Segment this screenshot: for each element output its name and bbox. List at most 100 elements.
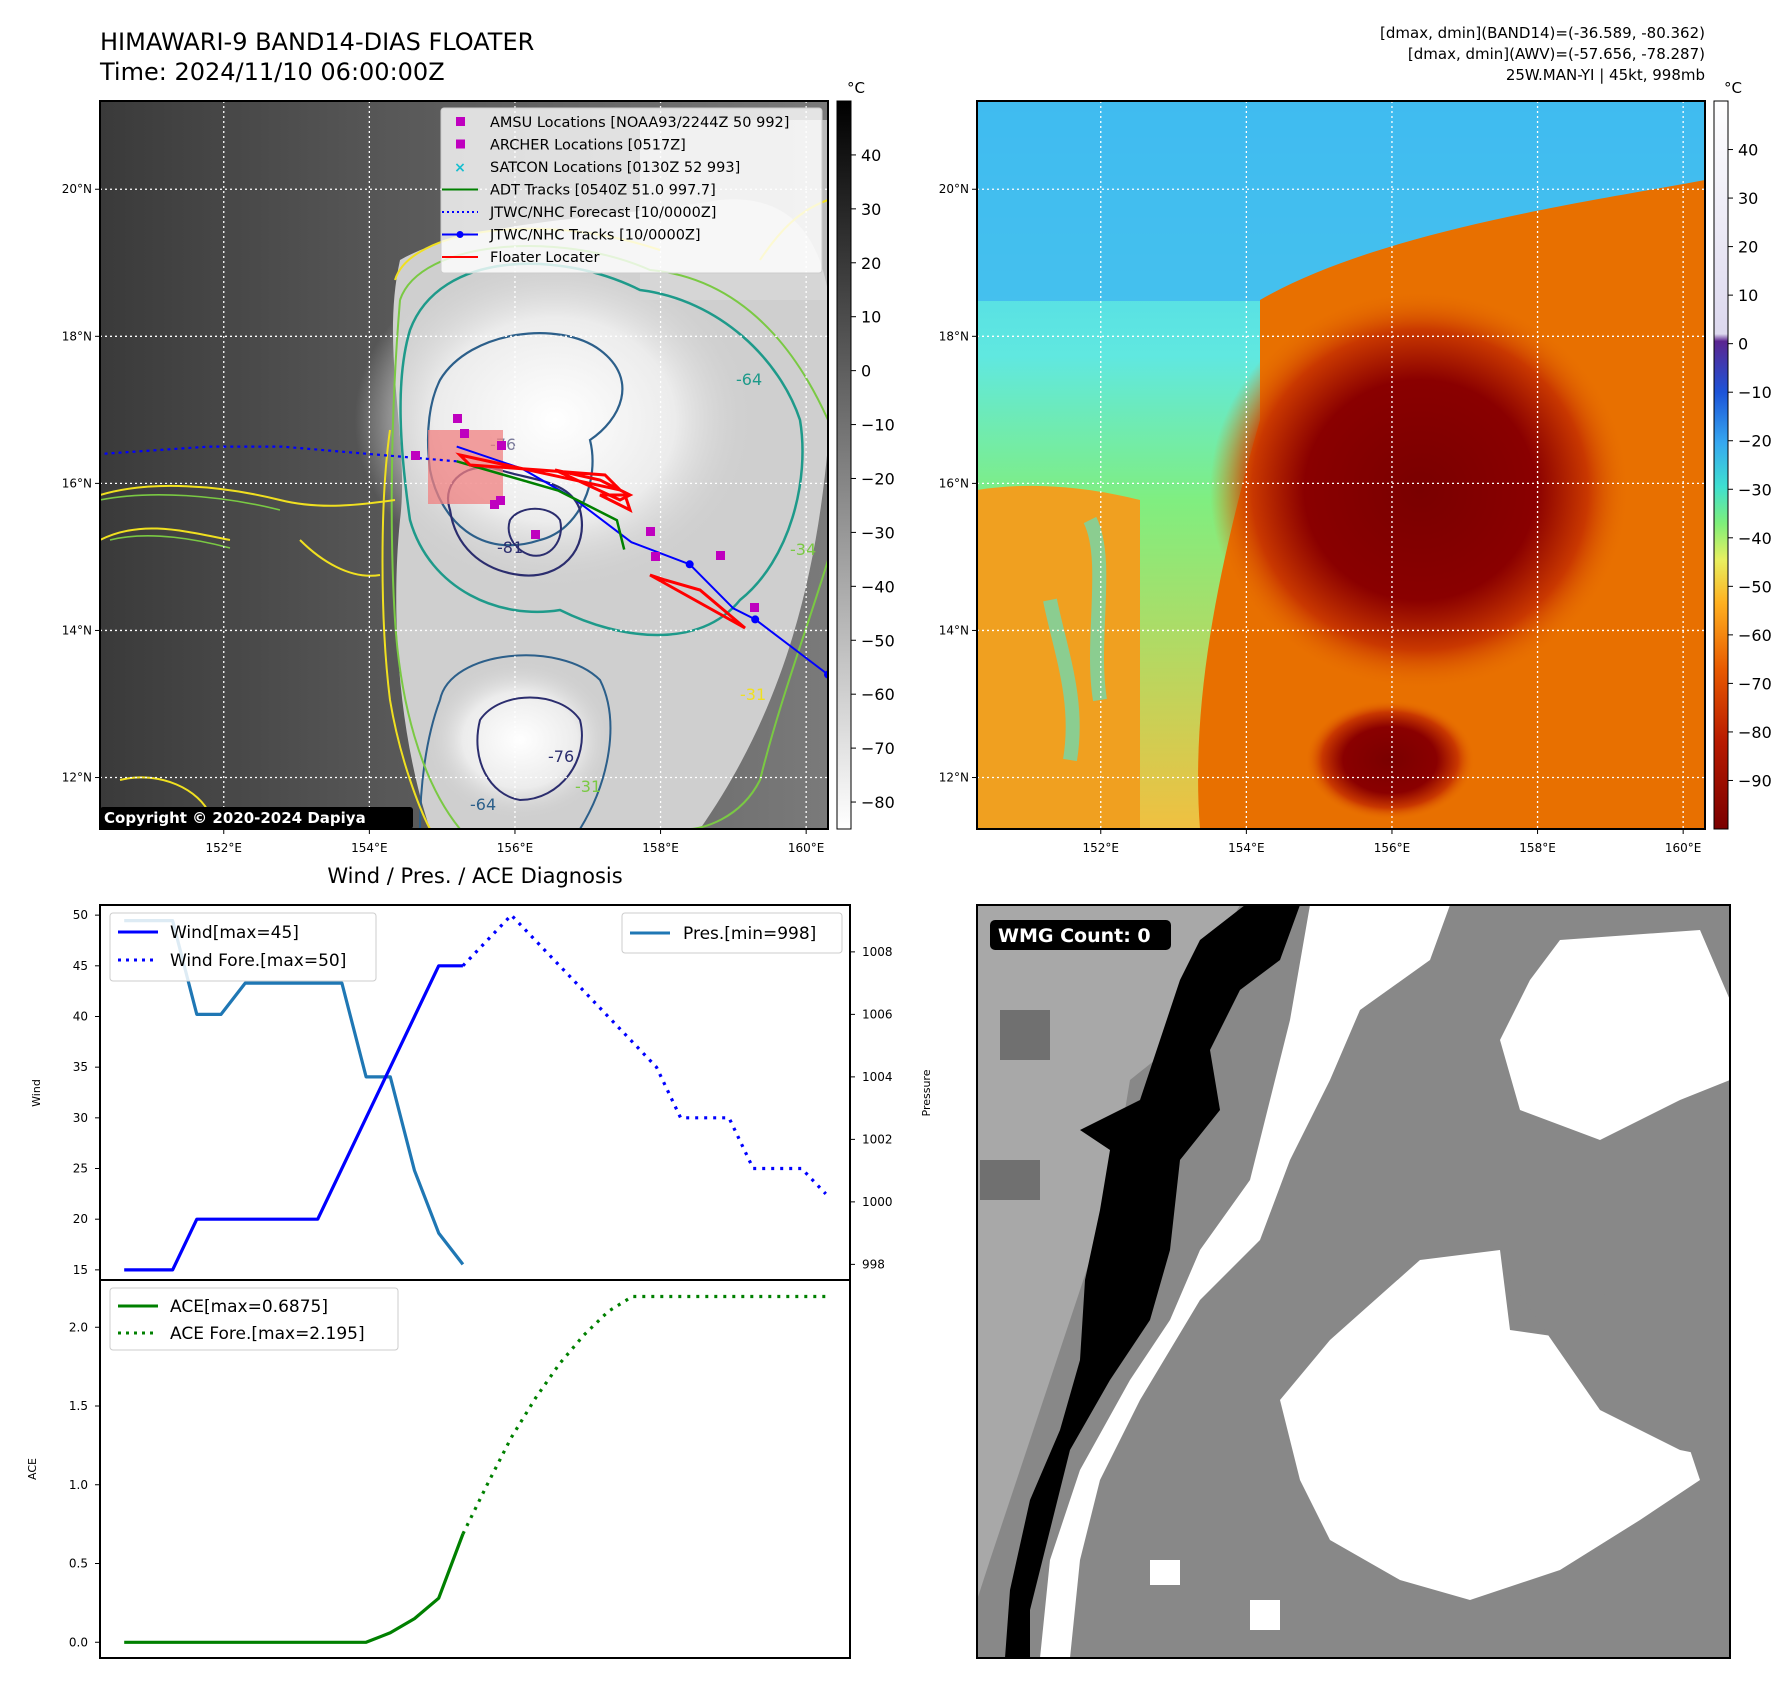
wind-y-tick-label: 45 bbox=[73, 959, 88, 973]
pressure-y-tick-label: 1000 bbox=[862, 1195, 893, 1209]
legend-label: Floater Locater bbox=[490, 250, 599, 266]
contour-label-4: -76 bbox=[548, 747, 574, 766]
band14-lat-label: 16°N bbox=[62, 476, 92, 490]
archer-marker bbox=[651, 552, 660, 561]
adt-track-line bbox=[456, 460, 626, 550]
pressure-ylabel: Pressure bbox=[920, 1069, 933, 1116]
awv-lat-label: 18°N bbox=[939, 329, 969, 343]
colorbar-tick-label: 0 bbox=[861, 362, 871, 381]
contour-label-5: -31 bbox=[575, 777, 601, 796]
ace-legend-label: ACE[max=0.6875] bbox=[170, 1297, 328, 1317]
wind-ylabel: Wind bbox=[30, 1079, 43, 1107]
figure-time: Time: 2024/11/10 06:00:00Z bbox=[99, 58, 445, 86]
acefore-legend-label: ACE Fore.[max=2.195] bbox=[170, 1324, 365, 1344]
colorbar-tick-label: 40 bbox=[1738, 141, 1758, 160]
colorbar-left-unit: °C bbox=[847, 79, 865, 97]
ace-y-tick-label: 0.5 bbox=[69, 1557, 88, 1571]
colorbar-tick-label: −60 bbox=[861, 685, 895, 704]
band14-lat-label: 20°N bbox=[62, 182, 92, 196]
awv-colorbar: °C 40 30 20 10 0 −10 −20 −30 −40 −50 −60 −70 −80 −90 bbox=[1713, 79, 1772, 830]
colorbar-left-scale bbox=[836, 100, 852, 830]
legend-label: ADT Tracks [0540Z 51.0 997.7] bbox=[490, 183, 716, 199]
wmg-white-speck bbox=[1150, 1560, 1180, 1585]
wmg-count-badge bbox=[990, 920, 1171, 950]
contour-label-7: -31 bbox=[740, 685, 766, 704]
awv-storm-core bbox=[1210, 290, 1630, 690]
colorbar-tick-label: −80 bbox=[861, 793, 895, 812]
colorbar-tick-label: −10 bbox=[1738, 383, 1772, 402]
legend-marker-dot bbox=[456, 231, 464, 238]
wind-y-tick-label: 30 bbox=[73, 1111, 88, 1125]
wind-y-tick-label: 20 bbox=[73, 1212, 88, 1226]
band14-lat-label: 18°N bbox=[62, 329, 92, 343]
windfore-legend-label: Wind Fore.[max=50] bbox=[170, 951, 346, 971]
colorbar-tick-label: −70 bbox=[1738, 674, 1772, 693]
archer-marker bbox=[460, 429, 469, 438]
wind-y-tick-label: 35 bbox=[73, 1060, 88, 1074]
colorbar-tick-label: 0 bbox=[1738, 335, 1748, 354]
colorbar-tick-label: −60 bbox=[1738, 626, 1772, 645]
wmg-frame bbox=[976, 904, 1731, 1659]
awv-lon-label: 154°E bbox=[1228, 841, 1265, 855]
ace-panel: 0.0 0.5 1.0 1.5 2.0 ACE ACE[max=0.6875] ACE … bbox=[26, 1279, 851, 1659]
awv-lon-label: 156°E bbox=[1374, 841, 1411, 855]
colorbar-tick-label: −20 bbox=[1738, 432, 1772, 451]
amsu-marker bbox=[453, 414, 462, 423]
awv-storm-south bbox=[1305, 700, 1475, 820]
band14-lon-label: 158°E bbox=[642, 841, 679, 855]
wmg-white-ne bbox=[1500, 930, 1730, 1140]
legend-label: JTWC/NHC Forecast [10/0000Z] bbox=[489, 205, 716, 221]
copyright-text: Copyright © 2020-2024 Dapiya bbox=[104, 809, 366, 827]
contour-green-west bbox=[100, 493, 281, 549]
colorbar-tick-label: −90 bbox=[1738, 771, 1772, 790]
archer-marker bbox=[646, 527, 655, 536]
contour-label-8: -64 bbox=[470, 795, 496, 814]
pressure-y-tick-label: 998 bbox=[862, 1257, 885, 1271]
legend-marker-square bbox=[456, 139, 465, 149]
colorbar-tick-label: 20 bbox=[1738, 238, 1758, 257]
ace-y-tick-label: 0.0 bbox=[69, 1635, 88, 1649]
colorbar-tick-label: −40 bbox=[1738, 529, 1772, 548]
wmg-white-center bbox=[1280, 1250, 1700, 1600]
legend-frame bbox=[440, 107, 823, 274]
colorbar-tick-label: 10 bbox=[861, 308, 881, 327]
awv-lon-label: 158°E bbox=[1519, 841, 1556, 855]
pressure-y-tick-label: 1006 bbox=[862, 1007, 893, 1021]
stats-storm: 25W.MAN-YI | 45kt, 998mb bbox=[1506, 66, 1705, 84]
band14-legend: AMSU Locations [NOAA93/2244Z 50 992] ARCH… bbox=[440, 107, 823, 274]
awv-axis-ticks: 152°E 154°E 156°E 158°E 160°E 20°N 18°N 16°N 14°… bbox=[939, 182, 1702, 855]
awv-lat-label: 14°N bbox=[939, 623, 969, 637]
colorbar-tick-label: −70 bbox=[861, 739, 895, 758]
colorbar-tick-label: 40 bbox=[861, 146, 881, 165]
ace-ylabel: ACE bbox=[26, 1458, 39, 1480]
ace-y-tick-label: 1.5 bbox=[69, 1399, 88, 1413]
wmg-black-band bbox=[1005, 905, 1300, 1658]
contour-76-south bbox=[476, 696, 583, 802]
legend-marker-x: × bbox=[454, 160, 466, 176]
band14-colorbar: °C 40 30 20 10 0 −10 −20 −30 −40 −50 −60 −70 −80 bbox=[836, 79, 895, 830]
pressure-y-tick-label: 1008 bbox=[862, 945, 893, 959]
wind-y-tick-label: 50 bbox=[73, 908, 88, 922]
copyright-badge bbox=[100, 807, 413, 829]
wmg-dark-gray-patches bbox=[980, 1010, 1050, 1200]
legend-label: AMSU Locations [NOAA93/2244Z 50 992] bbox=[490, 115, 789, 131]
awv-map: 152°E 154°E 156°E 158°E 160°E 20°N 18°N 16°N 14°… bbox=[939, 100, 1706, 855]
contour-yellow-west bbox=[100, 484, 396, 816]
awv-lat-label: 20°N bbox=[939, 182, 969, 196]
colorbar-tick-label: 30 bbox=[1738, 189, 1758, 208]
colorbar-tick-label: −20 bbox=[861, 469, 895, 488]
colorbar-tick-label: 20 bbox=[861, 254, 881, 273]
colorbar-tick-label: −30 bbox=[1738, 480, 1772, 499]
contour-81 bbox=[507, 507, 562, 557]
band14-lat-label: 12°N bbox=[62, 771, 92, 785]
wind-forecast-series-line bbox=[461, 913, 827, 1196]
band14-lat-label: 14°N bbox=[62, 623, 92, 637]
wind-pressure-panel: 15 20 25 30 35 40 45 50 998 1000 1002 1004 1006 1008… bbox=[30, 904, 933, 1281]
band14-cloud-core bbox=[355, 250, 755, 590]
band14-lon-label: 152°E bbox=[206, 841, 243, 855]
band14-lon-label: 154°E bbox=[351, 841, 388, 855]
contour-label-6: -34 bbox=[790, 540, 816, 559]
colorbar-tick-label: −50 bbox=[1738, 577, 1772, 596]
wind-y-tick-label: 25 bbox=[73, 1162, 88, 1176]
colorbar-tick-label: −30 bbox=[861, 523, 895, 542]
